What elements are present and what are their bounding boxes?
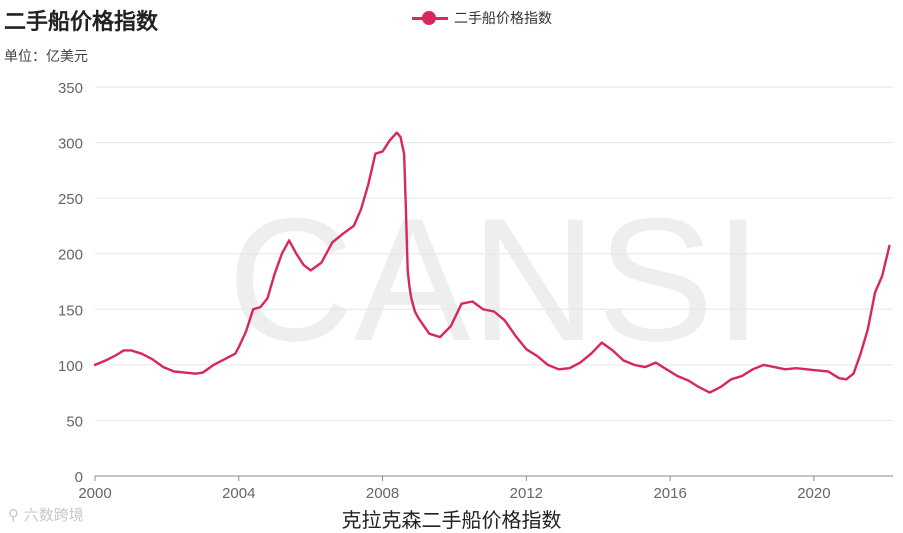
x-tick-label: 2012 xyxy=(510,485,543,502)
y-axis: 0 50 100 150 200 250 300 350 xyxy=(58,80,83,486)
legend-label: 二手船价格指数 xyxy=(454,11,552,27)
series-layer xyxy=(93,131,891,394)
y-tick-label: 50 xyxy=(66,413,83,430)
y-tick-label: 350 xyxy=(58,80,83,97)
y-tick-label: 200 xyxy=(58,247,83,264)
grid-lines xyxy=(95,86,893,477)
x-tick-label: 2004 xyxy=(222,485,255,502)
y-tick-label: 300 xyxy=(58,136,83,153)
x-tick-label: 2020 xyxy=(797,485,830,502)
unit-label: 单位：亿美元 xyxy=(4,49,88,65)
series-line xyxy=(93,131,891,394)
y-tick-label: 250 xyxy=(58,191,83,208)
x-tick-label: 2000 xyxy=(78,485,111,502)
legend[interactable]: 二手船价格指数 xyxy=(412,8,552,28)
x-axis: 2000 2004 2008 2012 2016 2020 xyxy=(78,476,831,502)
x-tick-label: 2008 xyxy=(366,485,399,502)
y-tick-label: 150 xyxy=(58,302,83,319)
x-tick-label: 2016 xyxy=(653,485,686,502)
chart-caption: 克拉克森二手船价格指数 xyxy=(341,508,562,532)
y-tick-label: 100 xyxy=(58,358,83,375)
watermark-logo: ⚲ 六数跨境 xyxy=(8,506,84,524)
page-title: 二手船价格指数 xyxy=(4,10,159,35)
watermark-text: CANSI xyxy=(228,183,763,378)
y-tick-label: 0 xyxy=(75,469,83,486)
legend-swatch-icon xyxy=(412,11,448,25)
